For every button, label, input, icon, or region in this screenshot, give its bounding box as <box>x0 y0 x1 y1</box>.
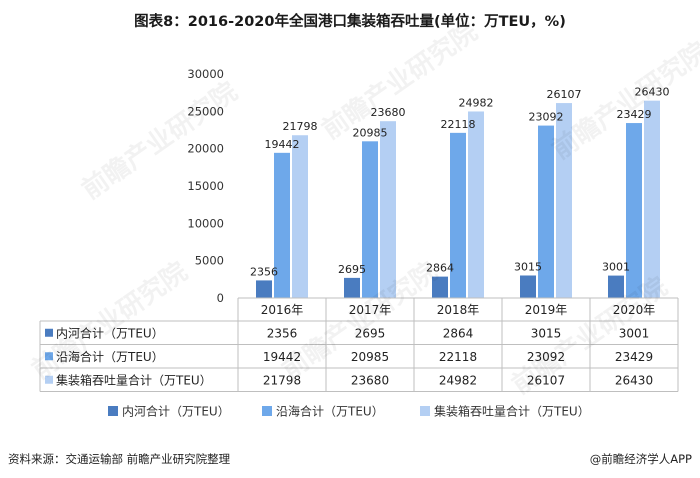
bar <box>626 123 642 298</box>
legend-swatch <box>420 406 430 416</box>
y-tick-label: 0 <box>217 291 224 305</box>
legend: 内河合计（万TEU） 沿海合计（万TEU） 集装箱吞吐量合计（万TEU） <box>108 404 590 419</box>
table-cell: 2864 <box>443 326 474 340</box>
bars <box>256 100 660 298</box>
data-label: 3001 <box>602 261 630 274</box>
data-label: 24982 <box>459 96 494 109</box>
data-label: 2695 <box>338 263 366 276</box>
table-cell: 26430 <box>615 373 653 387</box>
bar <box>608 275 624 298</box>
data-labels: 2356 2695 2864 3015 3001 19442 20985 22118 23092… <box>250 86 670 279</box>
data-label: 3015 <box>514 260 542 273</box>
y-tick-label: 10000 <box>187 216 224 230</box>
x-tick-label: 2017年 <box>349 303 392 317</box>
table-cell: 3001 <box>619 326 650 340</box>
table-cell: 3015 <box>531 326 562 340</box>
y-tick-label: 5000 <box>195 254 224 268</box>
y-tick-label: 15000 <box>187 179 224 193</box>
x-tick-label: 2019年 <box>525 303 568 317</box>
y-axis: 0 5000 10000 15000 20000 25000 30000 <box>187 67 224 305</box>
table-legend-key <box>45 352 53 361</box>
y-tick-label: 25000 <box>187 104 224 118</box>
data-label: 23429 <box>617 108 652 121</box>
data-label: 19442 <box>265 138 300 151</box>
table-legend-key <box>45 328 53 337</box>
bar <box>644 100 660 298</box>
data-label: 26430 <box>635 86 670 99</box>
data-label: 21798 <box>283 120 318 133</box>
bar <box>450 132 466 298</box>
table-row-label: 内河合计（万TEU） <box>56 325 164 340</box>
legend-swatch <box>262 406 272 416</box>
x-tick-label: 2016年 <box>261 303 304 317</box>
data-label: 2356 <box>250 265 278 278</box>
bar <box>344 277 360 298</box>
table-cell: 24982 <box>439 373 477 387</box>
data-label: 26107 <box>547 88 582 101</box>
legend-label: 沿海合计（万TEU） <box>276 404 384 419</box>
table-row-label: 集装箱吞吐量合计（万TEU） <box>56 372 212 387</box>
y-tick-label: 30000 <box>187 67 224 81</box>
bar <box>256 280 272 298</box>
bar <box>538 125 554 298</box>
table-cell: 23429 <box>615 350 653 364</box>
bar <box>520 275 536 298</box>
source-note: 资料来源：交通运输部 前瞻产业研究院整理 <box>8 452 231 466</box>
data-label: 20985 <box>353 126 388 139</box>
table-cell: 26107 <box>527 373 565 387</box>
table-cell: 2356 <box>267 326 298 340</box>
bar <box>468 111 484 298</box>
data-label: 2864 <box>426 262 454 275</box>
data-label: 23092 <box>529 111 564 124</box>
legend-label: 内河合计（万TEU） <box>122 404 230 419</box>
table-cell: 21798 <box>263 373 301 387</box>
bar <box>432 276 448 298</box>
table-cell: 23680 <box>351 373 389 387</box>
bar <box>556 103 572 298</box>
table-cell: 20985 <box>351 350 389 364</box>
bar <box>362 141 378 298</box>
table-cell: 19442 <box>263 350 301 364</box>
bar <box>292 135 308 298</box>
x-tick-label: 2018年 <box>437 303 480 317</box>
brand-credit: @前瞻经济学人APP <box>589 452 692 466</box>
table-cell: 2695 <box>355 326 386 340</box>
y-tick-label: 20000 <box>187 142 224 156</box>
table-cell: 23092 <box>527 350 565 364</box>
legend-swatch <box>108 406 118 416</box>
legend-label: 集装箱吞吐量合计（万TEU） <box>434 404 590 419</box>
data-label: 23680 <box>371 106 406 119</box>
chart-title: 图表8：2016-2020年全国港口集装箱吞吐量(单位：万TEU，%) <box>134 14 566 30</box>
bar <box>380 121 396 298</box>
bar <box>274 152 290 298</box>
table-row-label: 沿海合计（万TEU） <box>56 349 164 364</box>
data-label: 22118 <box>441 118 476 131</box>
table-legend-key <box>45 375 53 384</box>
table-cell: 22118 <box>439 350 477 364</box>
x-tick-label: 2020年 <box>613 303 656 317</box>
